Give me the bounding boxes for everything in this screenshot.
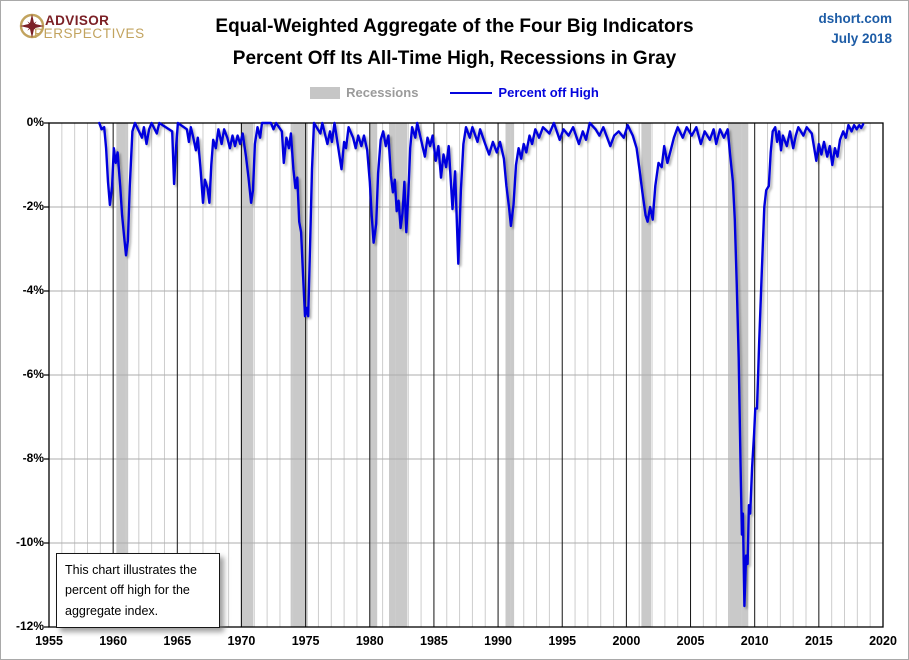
x-tick-label: 1970 xyxy=(227,634,256,648)
x-tick-label: 1955 xyxy=(35,634,63,648)
chart-title-line2: Percent Off Its All-Time High, Recession… xyxy=(232,48,677,69)
annotation-box: This chart illustrates the percent off h… xyxy=(56,553,220,628)
logo-text-advisor: ADVISOR xyxy=(45,13,110,28)
x-tick-label: 2005 xyxy=(676,634,705,648)
y-tick-label: -2% xyxy=(22,199,44,213)
x-tick-label: 1965 xyxy=(163,634,192,648)
y-tick-label: -4% xyxy=(22,283,44,297)
logo-text-perspectives: PERSPECTIVES xyxy=(34,26,145,41)
advisor-perspectives-logo: ADVISOR PERSPECTIVES xyxy=(17,11,197,51)
x-tick-label: 2010 xyxy=(740,634,769,648)
source-block: dshort.com July 2018 xyxy=(818,9,892,49)
legend: Recessions Percent off High xyxy=(1,85,908,100)
y-tick-label: -10% xyxy=(15,535,44,549)
chart-title-line1: Equal-Weighted Aggregate of the Four Big… xyxy=(215,16,694,37)
x-tick-label: 2015 xyxy=(804,634,833,648)
source-site: dshort.com xyxy=(818,11,892,26)
series-line-swatch xyxy=(450,91,493,94)
compass-star-icon xyxy=(19,13,45,39)
y-tick-label: -8% xyxy=(22,451,44,465)
y-tick-label: 0% xyxy=(26,115,44,129)
legend-label-series: Percent off High xyxy=(498,85,599,100)
source-date: July 2018 xyxy=(831,31,892,46)
x-tick-label: 1990 xyxy=(484,634,512,648)
x-tick-label: 1985 xyxy=(420,634,448,648)
percent-off-high-line xyxy=(98,121,865,608)
x-tick-label: 2000 xyxy=(612,634,641,648)
y-tick-label: -6% xyxy=(22,367,44,381)
x-tick-label: 1960 xyxy=(99,634,128,648)
plot-border xyxy=(48,122,884,628)
y-tick-label: -12% xyxy=(15,619,44,633)
legend-label-recessions: Recessions xyxy=(346,85,419,100)
annotation-text: This chart illustrates the percent off h… xyxy=(65,563,197,618)
x-tick-label: 1980 xyxy=(355,634,384,648)
recession-swatch xyxy=(310,86,341,99)
x-tick-label: 2020 xyxy=(869,634,897,648)
x-tick-label: 1995 xyxy=(548,634,577,648)
x-tick-label: 1975 xyxy=(291,634,320,648)
chart-title: Equal-Weighted Aggregate of the Four Big… xyxy=(121,11,788,75)
